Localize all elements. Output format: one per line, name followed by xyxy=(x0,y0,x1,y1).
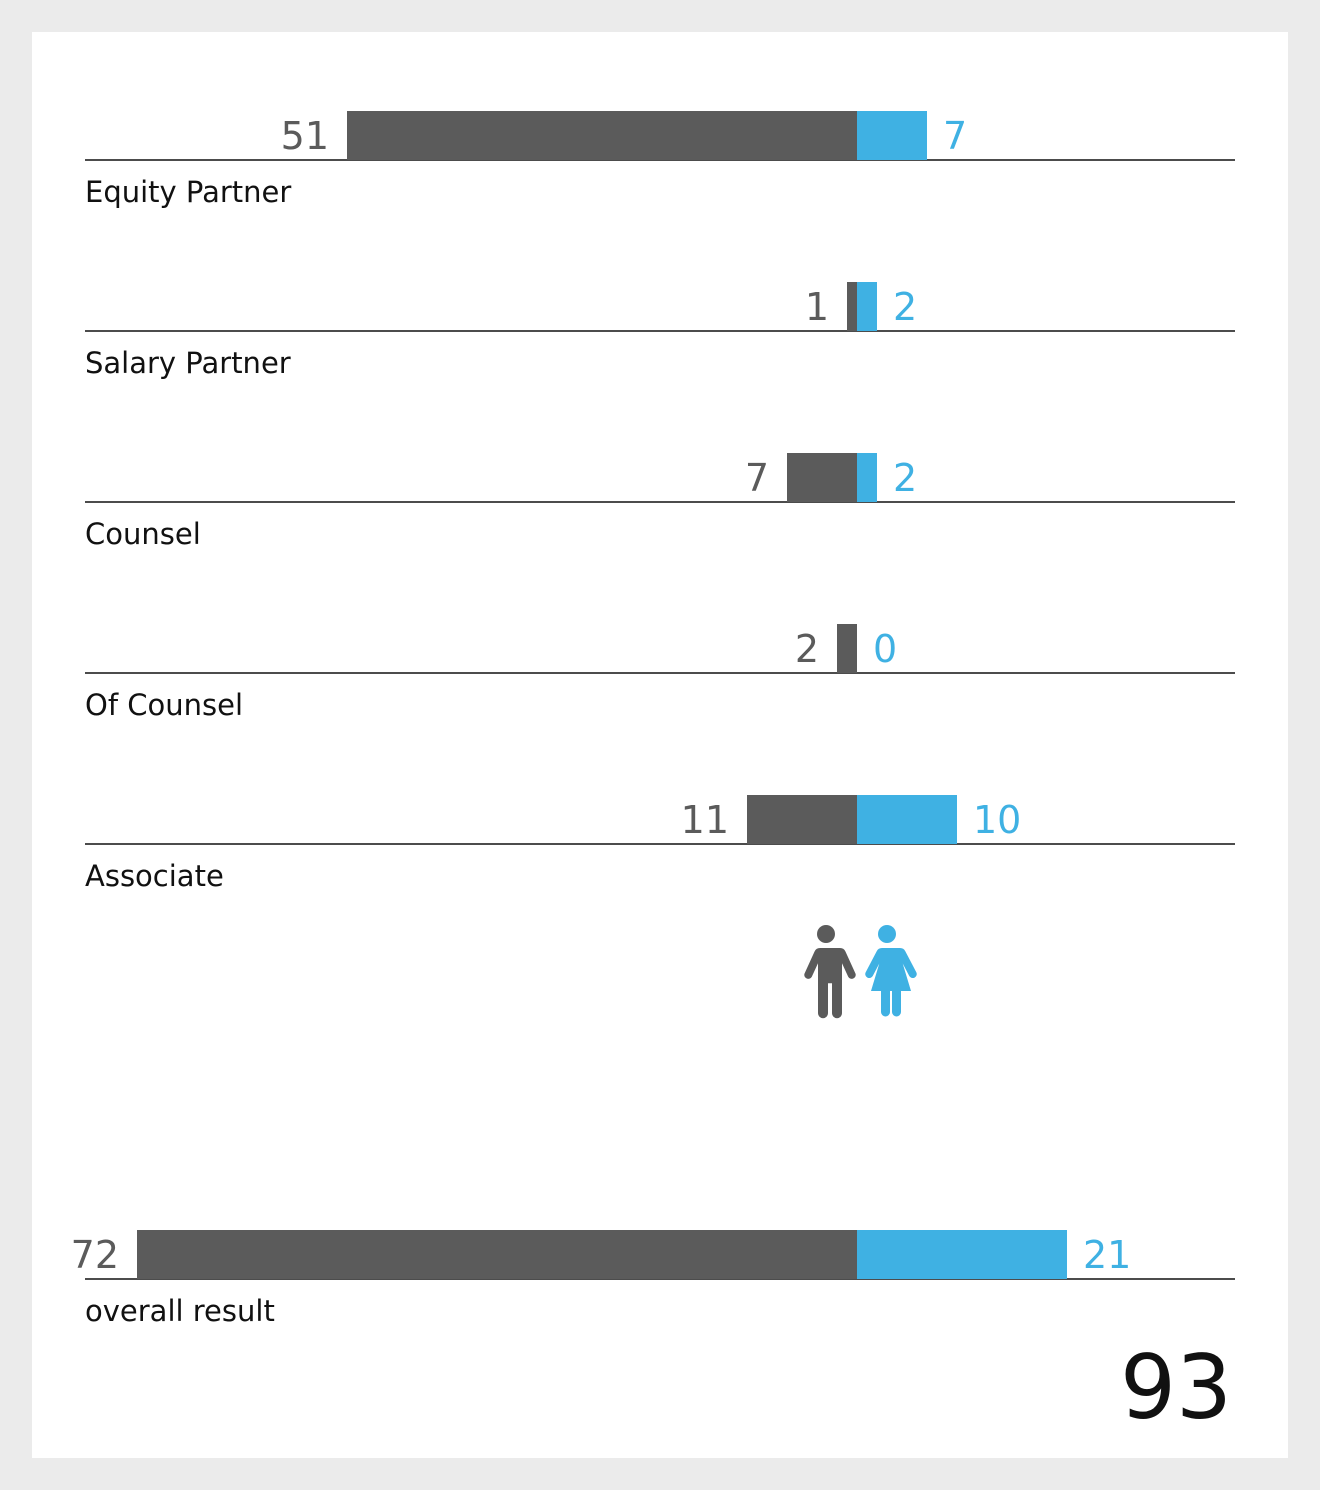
category-label: Counsel xyxy=(85,517,201,551)
bar-series-b xyxy=(857,282,877,331)
row-counsel: 7 2 Counsel xyxy=(85,453,1235,551)
value-label-series-b: 0 xyxy=(873,627,897,671)
row-salary-partner: 1 2 Salary Partner xyxy=(85,282,1235,380)
value-label-series-b: 21 xyxy=(1083,1233,1131,1277)
category-label: Salary Partner xyxy=(85,346,291,380)
value-label-series-a: 2 xyxy=(795,627,819,671)
row-equity-partner: 51 7 Equity Partner xyxy=(85,111,1235,209)
value-label-series-a: 51 xyxy=(281,114,329,158)
man-icon xyxy=(804,925,856,1019)
category-label: Of Counsel xyxy=(85,688,243,722)
category-label: Equity Partner xyxy=(85,175,291,209)
bar-series-a xyxy=(847,282,857,331)
bar-series-b xyxy=(857,1230,1067,1279)
value-label-series-b: 2 xyxy=(893,456,917,500)
category-label: overall result xyxy=(85,1294,275,1328)
bar-series-a xyxy=(347,111,857,160)
row-associate: 11 10 Associate xyxy=(85,795,1235,893)
chart-card xyxy=(32,32,1288,1458)
bar-series-b xyxy=(857,795,957,844)
bar-series-a xyxy=(837,624,857,673)
woman-icon xyxy=(865,925,917,1017)
bar-series-b xyxy=(857,111,927,160)
value-label-series-a: 1 xyxy=(805,285,829,329)
row-of-counsel: 2 0 Of Counsel xyxy=(85,624,1235,722)
value-label-series-a: 11 xyxy=(681,798,729,842)
legend-icons xyxy=(804,925,917,1019)
value-label-series-a: 7 xyxy=(745,456,769,500)
row-overall-result: 72 21 overall result xyxy=(71,1230,1235,1328)
bar-series-b xyxy=(857,453,877,502)
value-label-series-a: 72 xyxy=(71,1233,119,1277)
value-label-series-b: 7 xyxy=(943,114,967,158)
bar-series-a xyxy=(787,453,857,502)
total-count: 93 xyxy=(1120,1336,1232,1439)
value-label-series-b: 2 xyxy=(893,285,917,329)
bar-series-a xyxy=(747,795,857,844)
category-label: Associate xyxy=(85,859,224,893)
bar-series-a xyxy=(137,1230,857,1279)
value-label-series-b: 10 xyxy=(973,798,1021,842)
